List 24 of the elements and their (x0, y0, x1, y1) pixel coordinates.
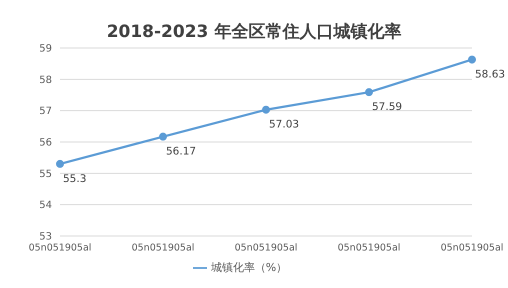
chart-title: 2018-2023 年全区常住人口城镇化率 (106, 21, 402, 42)
x-tick-label: 05n051905al (28, 242, 92, 254)
data-label: 58.63 (475, 68, 506, 81)
data-label: 57.59 (372, 101, 402, 114)
y-tick-label: 57 (39, 106, 52, 118)
y-tick-label: 56 (39, 138, 52, 149)
x-tick-label: 05n051905al (440, 242, 504, 254)
legend-label: 城镇化率（%） (210, 261, 288, 274)
x-tick-label: 05n051905al (132, 242, 194, 254)
point (159, 132, 167, 141)
x-tick-label: 05n051905al (234, 242, 298, 254)
point (262, 106, 270, 114)
y-tick-label: 58 (39, 74, 52, 86)
y-tick-label: 59 (39, 44, 52, 55)
y-tick-label: 54 (39, 200, 52, 212)
x-tick-label: 05n051905al (338, 242, 400, 254)
data-label: 57.03 (269, 118, 300, 131)
y-tick-label: 55 (39, 168, 52, 180)
y-tick-label: 53 (39, 232, 52, 243)
data-label: 56.17 (166, 146, 196, 158)
data-label: 55.3 (63, 172, 86, 185)
point (468, 56, 476, 64)
point (365, 88, 373, 96)
point (56, 160, 64, 168)
